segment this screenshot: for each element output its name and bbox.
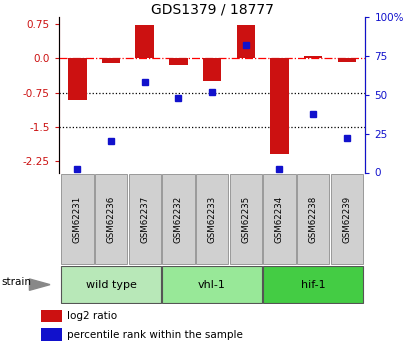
Bar bbox=[203, 58, 221, 81]
Bar bbox=[135, 26, 154, 58]
Text: GSM62235: GSM62235 bbox=[241, 196, 250, 243]
FancyBboxPatch shape bbox=[61, 266, 161, 303]
FancyBboxPatch shape bbox=[263, 174, 296, 264]
FancyBboxPatch shape bbox=[162, 174, 194, 264]
FancyBboxPatch shape bbox=[129, 174, 161, 264]
Bar bbox=[236, 26, 255, 58]
Bar bbox=[68, 58, 87, 100]
Text: GSM62238: GSM62238 bbox=[309, 196, 318, 243]
Bar bbox=[270, 58, 289, 154]
Text: GSM62232: GSM62232 bbox=[174, 196, 183, 243]
Text: GSM62234: GSM62234 bbox=[275, 196, 284, 243]
Title: GDS1379 / 18777: GDS1379 / 18777 bbox=[151, 2, 273, 16]
FancyBboxPatch shape bbox=[331, 174, 363, 264]
Text: GSM62233: GSM62233 bbox=[207, 196, 217, 243]
Text: GSM62239: GSM62239 bbox=[342, 196, 352, 243]
Text: log2 ratio: log2 ratio bbox=[67, 311, 118, 321]
Text: GSM62231: GSM62231 bbox=[73, 196, 82, 243]
FancyBboxPatch shape bbox=[263, 266, 363, 303]
Text: vhl-1: vhl-1 bbox=[198, 280, 226, 289]
FancyBboxPatch shape bbox=[297, 174, 329, 264]
Text: percentile rank within the sample: percentile rank within the sample bbox=[67, 330, 243, 339]
Bar bbox=[42, 328, 62, 341]
Bar bbox=[102, 58, 120, 63]
Bar bbox=[338, 58, 356, 62]
Text: GSM62236: GSM62236 bbox=[107, 196, 116, 243]
Bar bbox=[42, 310, 62, 322]
Text: strain: strain bbox=[1, 277, 31, 287]
FancyBboxPatch shape bbox=[196, 174, 228, 264]
FancyBboxPatch shape bbox=[61, 174, 94, 264]
FancyBboxPatch shape bbox=[162, 266, 262, 303]
Text: GSM62237: GSM62237 bbox=[140, 196, 149, 243]
Bar bbox=[169, 58, 188, 65]
FancyBboxPatch shape bbox=[95, 174, 127, 264]
FancyBboxPatch shape bbox=[230, 174, 262, 264]
Polygon shape bbox=[29, 279, 50, 290]
Text: hif-1: hif-1 bbox=[301, 280, 326, 289]
Bar bbox=[304, 56, 323, 58]
Text: wild type: wild type bbox=[86, 280, 136, 289]
